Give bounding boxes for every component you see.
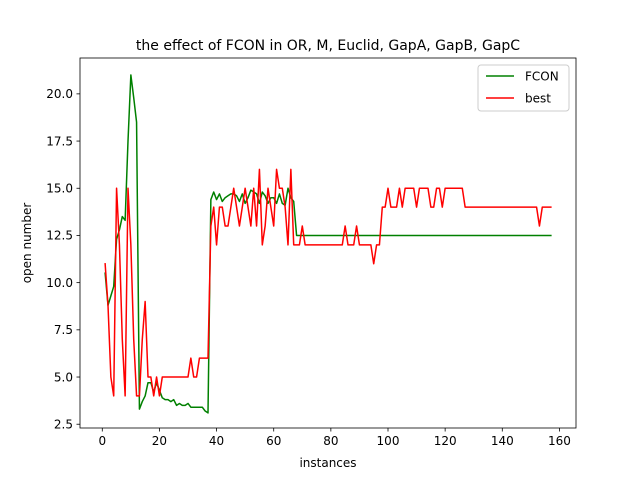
x-axis-label: instances (299, 456, 356, 470)
plot-frame (79, 57, 577, 429)
x-tick-label: 20 (152, 434, 167, 448)
x-tick-label: 0 (98, 434, 106, 448)
x-tick-label: 40 (209, 434, 224, 448)
y-axis-label: open number (20, 203, 34, 284)
plot-background (80, 58, 576, 428)
x-axis: 0 20 40 60 80 100 120 140 160 (98, 428, 571, 448)
x-tick-label: 100 (377, 434, 400, 448)
legend-label-fcon: FCON (525, 70, 559, 84)
y-axis: 2.5 5.0 7.5 10.0 12.5 15.0 17.5 20.0 (46, 87, 80, 432)
x-tick-label: 80 (323, 434, 338, 448)
y-tick-label: 10.0 (46, 276, 73, 290)
plot-area (79, 57, 577, 429)
x-tick-label: 120 (434, 434, 457, 448)
legend-label-best: best (525, 92, 551, 106)
y-tick-label: 7.5 (54, 323, 73, 337)
x-tick-label: 60 (266, 434, 281, 448)
series-layer (104, 74, 552, 414)
y-tick-label: 15.0 (46, 182, 73, 196)
series-line-best (104, 168, 552, 397)
x-tick-label: 160 (548, 434, 571, 448)
y-tick-label: 12.5 (46, 229, 73, 243)
x-tick-label: 140 (491, 434, 514, 448)
chart-title: the effect of FCON in OR, M, Euclid, Gap… (136, 38, 520, 54)
y-tick-label: 17.5 (46, 134, 73, 148)
y-tick-label: 20.0 (46, 87, 73, 101)
y-tick-label: 2.5 (54, 418, 73, 432)
series-line-fcon (104, 74, 552, 414)
y-tick-label: 5.0 (54, 370, 73, 384)
legend: FCON best (477, 64, 570, 112)
